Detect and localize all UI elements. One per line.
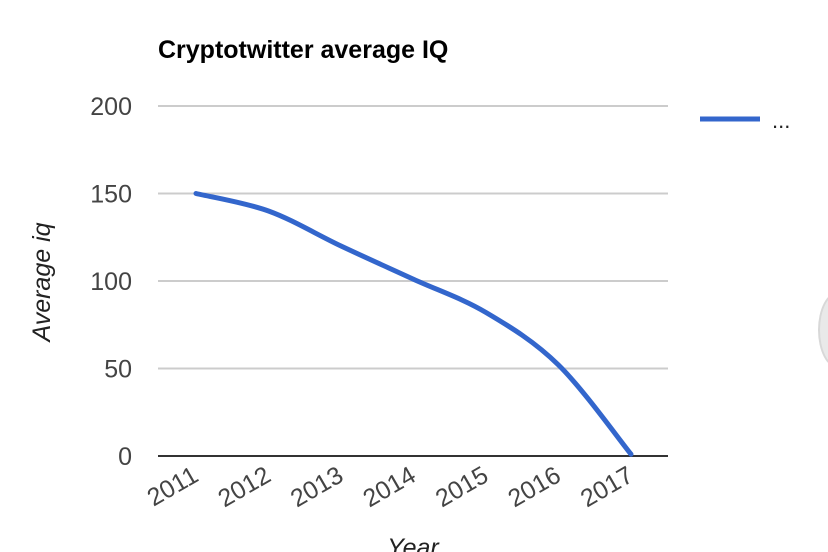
x-tick-label: 2015: [431, 461, 493, 513]
y-tick-labels: 200 150 100 50 0: [90, 93, 132, 471]
y-axis-label: Average iq: [28, 222, 56, 343]
x-tick-label: 2013: [286, 461, 348, 513]
x-axis-label: Year: [387, 534, 440, 552]
x-tick-label: 2014: [358, 461, 420, 513]
x-tick-label: 2012: [213, 461, 275, 513]
y-tick-label: 150: [90, 181, 132, 209]
y-tick-label: 0: [118, 443, 132, 471]
x-tick-label: 2011: [142, 461, 203, 512]
y-tick-label: 50: [104, 356, 132, 384]
x-tick-label: 2016: [503, 461, 565, 513]
y-tick-label: 100: [90, 268, 132, 296]
x-tick-label: 2017: [576, 461, 638, 513]
y-tick-label: 200: [90, 93, 132, 121]
series-lines: [193, 191, 634, 457]
x-tick-labels: 2011 2012 2013 2014 2015 2016 2017: [142, 461, 638, 513]
chart-title: Cryptotwitter average IQ: [158, 36, 448, 64]
legend: ...: [700, 108, 790, 133]
series-line: [193, 191, 634, 457]
legend-label: ...: [772, 108, 790, 133]
